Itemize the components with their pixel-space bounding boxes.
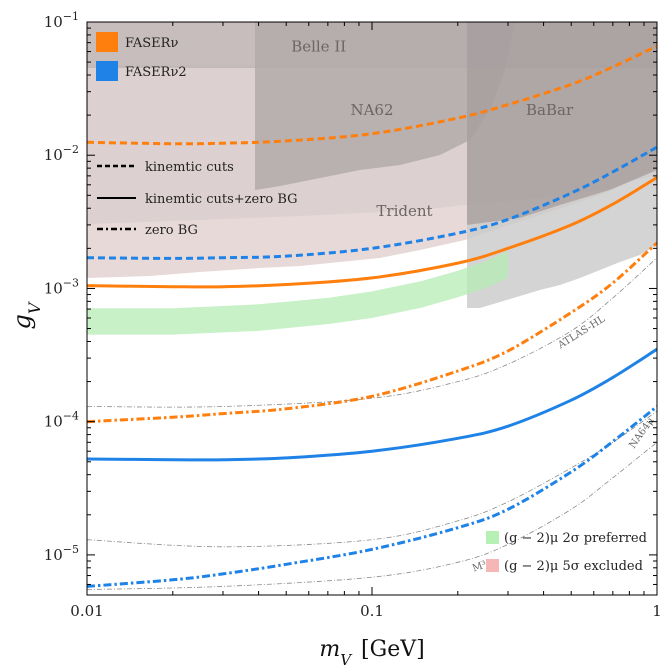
bound-curve-atlas-hl — [87, 257, 657, 408]
x-tick-label: 1 — [652, 602, 662, 620]
y-axis-title: gV — [8, 301, 44, 329]
tick-labels: 0.01 0.1 110−510−410−310−210−1 — [44, 10, 662, 620]
legend-styles: kinemtic cuts kinemtic cuts+zero BG zero… — [97, 160, 298, 238]
legend-swatch-gm2-excluded — [486, 559, 499, 572]
legend-regions: (g − 2)μ 2σ preferred (g − 2)μ 5σ exclud… — [486, 531, 647, 574]
legend-swatch-faser-nu — [96, 32, 118, 52]
curve-faser-nu-dashed — [87, 44, 657, 146]
legend-label-gm2-preferred: (g − 2)μ 2σ preferred — [504, 531, 647, 546]
legend-label-kinematic-cuts: kinemtic cuts — [145, 160, 234, 175]
y-tick-base: 10 — [44, 146, 63, 164]
babar-region — [467, 22, 657, 225]
other-bounds — [87, 257, 657, 590]
y-tick-exponent: −2 — [63, 143, 79, 156]
x-tick-label: 0.1 — [360, 602, 384, 620]
region-label-na62: NA62 — [350, 101, 393, 119]
y-tick-exponent: −4 — [63, 410, 79, 423]
y-tick-label: 10−4 — [44, 410, 79, 431]
y-tick-base: 10 — [44, 279, 63, 297]
curve-faser-nu-dashdot — [87, 241, 657, 424]
na62-region — [255, 22, 515, 190]
x-axis-unit: [GeV] — [361, 637, 425, 662]
region-label-babar: BaBar — [526, 101, 574, 119]
y-tick-label: 10−2 — [44, 143, 79, 164]
axis-ticks — [86, 21, 657, 596]
y-axis-var: g — [8, 314, 36, 329]
legend-swatch-gm2-preferred — [486, 531, 499, 544]
region-label-trident: Trident — [376, 202, 432, 220]
legend-label-gm2-excluded: (g − 2)μ 5σ excluded — [504, 559, 643, 574]
x-axis-title: mV [GeV] — [319, 637, 424, 669]
y-tick-label: 10−5 — [44, 543, 79, 564]
y-axis-sub: V — [25, 301, 44, 314]
gm2-preferred-band — [87, 251, 508, 335]
y-tick-exponent: −1 — [63, 10, 79, 23]
y-tick-base: 10 — [44, 413, 63, 431]
curve-faser-nu2-dashdot — [87, 405, 657, 588]
legend-detectors: FASERν FASERν2 — [96, 32, 187, 81]
curve-faser-nu2-dashed — [87, 145, 657, 260]
sensitivity-curves — [87, 44, 657, 588]
x-axis-sub: V — [340, 651, 353, 669]
bound-label-m3: M³ — [471, 559, 488, 574]
y-tick-base: 10 — [44, 546, 63, 564]
region-labels: Belle II NA62 BaBar Trident — [291, 38, 574, 220]
legend-label-kinematic-cuts-zero-bg: kinemtic cuts+zero BG — [145, 192, 298, 207]
y-tick-label: 10−3 — [44, 276, 79, 297]
x-tick-label: 0.01 — [70, 602, 103, 620]
legend-label-zero-bg: zero BG — [145, 223, 198, 238]
legend-label-faser-nu2: FASERν2 — [125, 65, 187, 80]
y-tick-label: 10−1 — [44, 10, 79, 31]
y-tick-base: 10 — [44, 13, 63, 31]
y-tick-exponent: −3 — [63, 276, 79, 289]
legend-swatch-faser-nu2 — [96, 61, 118, 81]
exclusion-regions — [87, 22, 657, 335]
bound-curve-m- — [87, 441, 657, 590]
x-axis-var: m — [319, 637, 340, 662]
region-label-belle-ii: Belle II — [291, 38, 346, 56]
y-tick-exponent: −5 — [63, 543, 79, 556]
bound-curve-na64- — [87, 410, 657, 548]
legend-label-faser-nu: FASERν — [125, 36, 178, 51]
curve-faser-nu-solid — [87, 176, 657, 289]
curve-faser-nu2-solid — [87, 347, 657, 462]
